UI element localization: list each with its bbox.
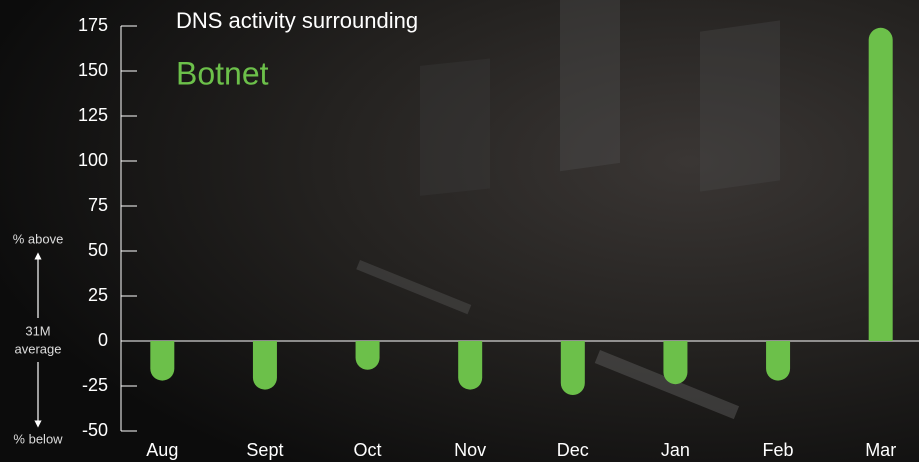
bar	[868, 27, 893, 342]
x-tick-label: Nov	[454, 440, 486, 460]
bar	[458, 341, 483, 390]
y-tick-label: 100	[78, 150, 108, 170]
x-tick-label: Jan	[661, 440, 690, 460]
bar	[560, 341, 585, 395]
y-tick-label: 125	[78, 105, 108, 125]
x-tick-label: Aug	[146, 440, 178, 460]
annotation: % below	[13, 431, 63, 446]
annotation: 31M	[25, 323, 50, 338]
x-tick-label: Oct	[354, 440, 382, 460]
y-tick-label: 50	[88, 240, 108, 260]
bar	[766, 341, 791, 381]
x-tick-label: Dec	[557, 440, 589, 460]
y-tick-label: -25	[82, 375, 108, 395]
chart-subtitle: Botnet	[176, 55, 269, 91]
annotation: average	[15, 341, 62, 356]
y-tick-label: 150	[78, 60, 108, 80]
x-tick-label: Sept	[246, 440, 283, 460]
x-tick-label: Feb	[763, 440, 794, 460]
x-tick-label: Mar	[865, 440, 896, 460]
y-tick-label: 0	[98, 330, 108, 350]
bar	[663, 341, 688, 385]
bar	[252, 341, 277, 390]
y-tick-label: 175	[78, 15, 108, 35]
y-tick-label: 25	[88, 285, 108, 305]
bar	[355, 341, 380, 370]
background-shapes	[356, 0, 780, 420]
chart-title: DNS activity surrounding	[176, 8, 418, 33]
annotation: % above	[13, 231, 64, 246]
y-tick-label: -50	[82, 420, 108, 440]
bar	[150, 341, 175, 381]
y-tick-label: 75	[88, 195, 108, 215]
